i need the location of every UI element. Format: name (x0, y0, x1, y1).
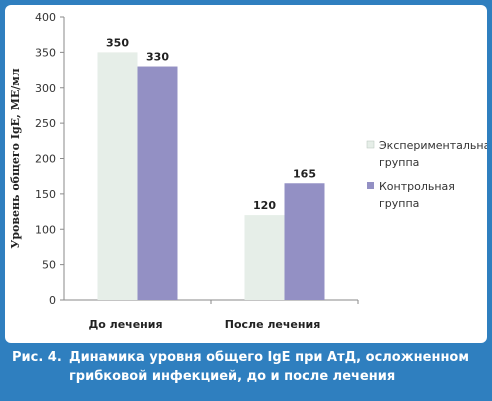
legend-label-1: группа (379, 156, 419, 169)
data-label: 350 (106, 36, 129, 49)
bar-2-2 (284, 183, 325, 300)
y-tick-label: 350 (35, 46, 56, 59)
y-axis-title: Уровень общего IgE, МЕ/мл (9, 68, 22, 248)
bar-1-1 (97, 52, 138, 300)
y-tick-label: 200 (35, 153, 56, 166)
y-tick-label: 150 (35, 188, 56, 201)
data-label: 165 (293, 167, 316, 180)
caption-label: Рис. 4. (12, 350, 62, 365)
caption-line-1: Динамика уровня общего IgE при АтД, осло… (69, 350, 469, 365)
figure-caption: Рис. 4. Динамика уровня общего IgE при Ат… (12, 348, 482, 386)
legend-label-1: Экспериментальная (379, 139, 487, 152)
legend-label-2: Контрольная (379, 180, 455, 193)
y-tick-label: 300 (35, 82, 56, 95)
legend-swatch-1 (366, 140, 375, 149)
legend-swatch-2 (367, 182, 374, 189)
legend-label-2: группа (379, 197, 419, 210)
bar-chart: 0 50 100 150 200 250 300 350 400 Уровень общего I… (9, 11, 487, 331)
data-label: 330 (146, 51, 169, 64)
data-label: 120 (253, 199, 276, 212)
bar-1-2 (244, 215, 285, 300)
y-tick-label: 50 (42, 259, 56, 272)
caption-line-2: грибковой инфекцией, до и после лечения (69, 369, 396, 384)
bar-2-1 (137, 66, 178, 301)
chart-panel: 0 50 100 150 200 250 300 350 400 Уровень общего I… (5, 5, 487, 343)
x-tick-label: До лечения (88, 318, 162, 331)
y-tick-label: 250 (35, 117, 56, 130)
x-tick-label: После лечения (225, 318, 321, 331)
y-tick-label: 100 (35, 223, 56, 236)
y-tick-label: 400 (35, 11, 56, 24)
y-tick-label: 0 (49, 294, 56, 307)
